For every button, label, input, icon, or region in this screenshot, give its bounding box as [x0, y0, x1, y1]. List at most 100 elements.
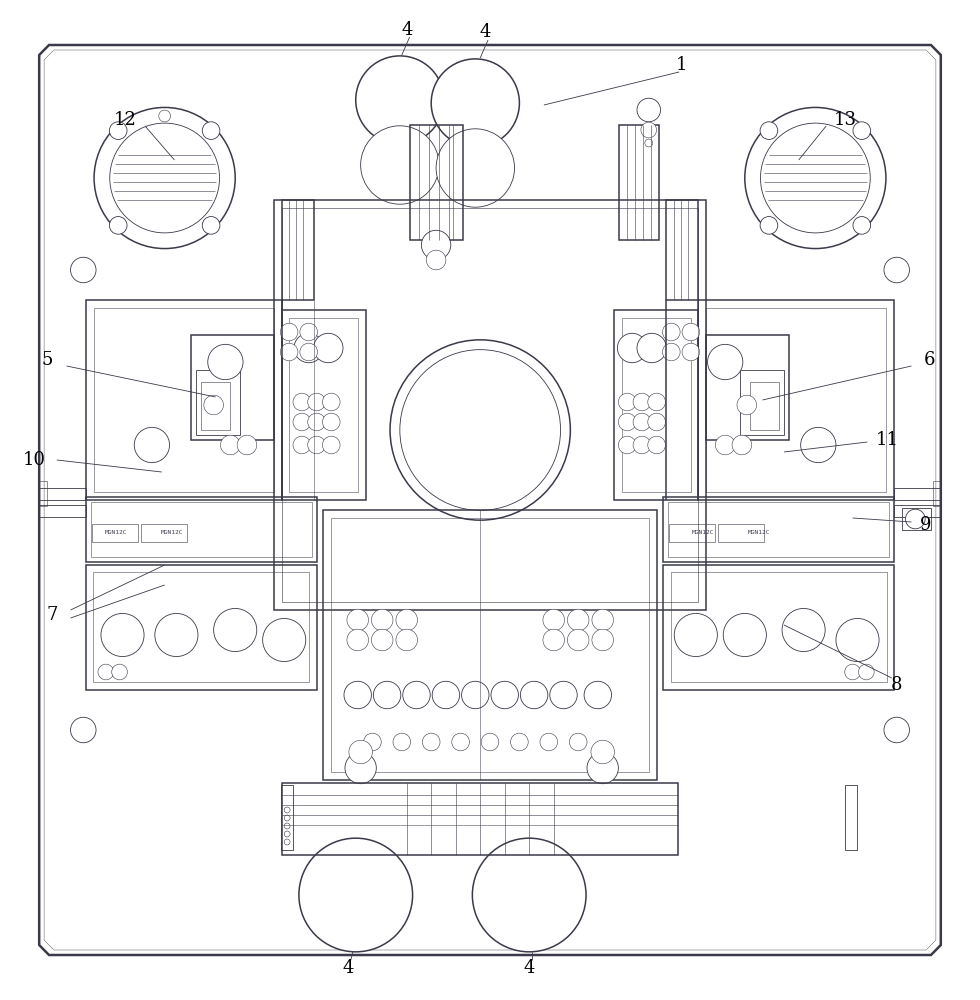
Bar	[698, 300, 894, 500]
Circle shape	[373, 681, 401, 709]
Bar	[894, 505, 941, 517]
Circle shape	[472, 838, 586, 952]
Circle shape	[322, 413, 340, 431]
Circle shape	[293, 413, 311, 431]
Circle shape	[347, 609, 368, 631]
Circle shape	[648, 413, 665, 431]
Circle shape	[481, 733, 499, 751]
Bar	[933, 481, 941, 506]
Bar	[86, 300, 282, 500]
Circle shape	[371, 629, 393, 651]
Circle shape	[361, 126, 439, 204]
Bar	[614, 310, 698, 500]
Circle shape	[618, 436, 636, 454]
Circle shape	[284, 831, 290, 837]
Circle shape	[884, 717, 909, 743]
Circle shape	[836, 618, 879, 662]
Bar	[282, 200, 314, 300]
Bar	[94, 308, 274, 492]
Circle shape	[567, 609, 589, 631]
Circle shape	[155, 613, 198, 657]
Circle shape	[737, 395, 757, 415]
Bar	[845, 785, 857, 850]
Bar	[663, 565, 894, 690]
Circle shape	[853, 217, 870, 234]
Circle shape	[760, 122, 778, 139]
Text: 9: 9	[920, 516, 932, 534]
Text: MGN12C: MGN12C	[748, 530, 769, 536]
Circle shape	[520, 681, 548, 709]
Circle shape	[280, 343, 298, 361]
Text: MGN12C: MGN12C	[105, 530, 126, 536]
Circle shape	[202, 217, 220, 234]
Circle shape	[618, 393, 636, 411]
Text: 10: 10	[23, 451, 46, 469]
Bar	[663, 497, 894, 562]
Circle shape	[294, 333, 323, 363]
Circle shape	[682, 323, 700, 341]
Circle shape	[204, 395, 223, 415]
Circle shape	[284, 815, 290, 821]
Circle shape	[300, 323, 318, 341]
Text: 13: 13	[833, 111, 857, 129]
Circle shape	[356, 56, 444, 144]
Circle shape	[322, 393, 340, 411]
Bar	[282, 208, 698, 602]
Bar	[718, 524, 764, 542]
Bar	[282, 310, 366, 500]
Bar	[39, 481, 47, 506]
Circle shape	[284, 839, 290, 845]
Circle shape	[550, 681, 577, 709]
Bar	[410, 125, 463, 240]
Circle shape	[202, 122, 220, 139]
Text: 4: 4	[342, 959, 354, 977]
Bar	[669, 524, 715, 542]
Circle shape	[760, 217, 778, 234]
Bar	[622, 318, 691, 492]
Circle shape	[314, 333, 343, 363]
Circle shape	[293, 436, 311, 454]
Circle shape	[347, 629, 368, 651]
Bar	[191, 335, 274, 440]
Bar	[93, 572, 309, 682]
Circle shape	[421, 230, 451, 260]
Circle shape	[845, 664, 860, 680]
Circle shape	[396, 609, 417, 631]
Bar	[86, 565, 317, 690]
Circle shape	[403, 681, 430, 709]
Text: MGN12C: MGN12C	[692, 530, 713, 536]
Circle shape	[723, 613, 766, 657]
Circle shape	[322, 436, 340, 454]
Circle shape	[662, 343, 680, 361]
Circle shape	[641, 122, 657, 138]
Bar	[91, 502, 312, 557]
Circle shape	[110, 122, 127, 139]
Bar	[706, 308, 886, 492]
Bar	[894, 488, 941, 500]
Text: 1: 1	[675, 56, 687, 74]
Circle shape	[584, 681, 612, 709]
Bar	[671, 572, 887, 682]
Text: 4: 4	[401, 21, 413, 39]
Circle shape	[390, 340, 570, 520]
Bar	[282, 783, 678, 855]
Circle shape	[101, 613, 144, 657]
Circle shape	[220, 435, 240, 455]
Circle shape	[906, 509, 925, 529]
Text: 12: 12	[114, 111, 137, 129]
Circle shape	[782, 608, 825, 652]
Circle shape	[715, 435, 735, 455]
Circle shape	[745, 107, 886, 249]
Bar	[289, 318, 358, 492]
Circle shape	[511, 733, 528, 751]
Polygon shape	[39, 45, 941, 955]
Circle shape	[345, 752, 376, 784]
Circle shape	[884, 257, 909, 283]
Text: 11: 11	[875, 431, 899, 449]
Bar	[750, 382, 779, 430]
Circle shape	[159, 110, 171, 122]
Circle shape	[617, 333, 647, 363]
Bar	[668, 502, 889, 557]
Circle shape	[858, 664, 874, 680]
Circle shape	[662, 323, 680, 341]
